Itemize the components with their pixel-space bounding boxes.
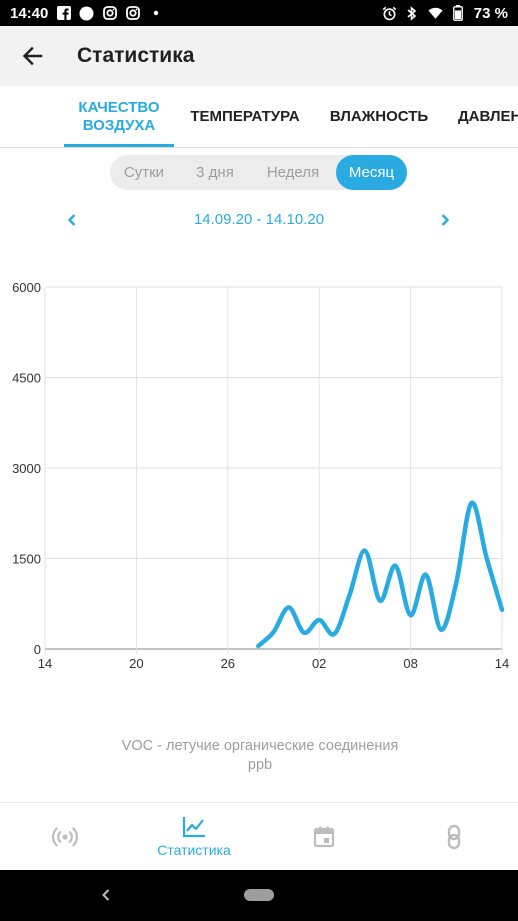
tab-temperature[interactable]: ТЕМПЕРАТУРА	[190, 108, 300, 125]
x-axis-labels: 14 20 26 02 08 14	[38, 656, 509, 671]
system-home-pill[interactable]	[244, 889, 274, 901]
period-week-option[interactable]: Неделя	[266, 164, 320, 181]
tab-pressure[interactable]: ДАВЛЕН	[458, 108, 518, 125]
period-month-option[interactable]: Месяц	[336, 155, 407, 190]
voc-series-line	[256, 500, 505, 649]
x-tick-label: 08	[403, 656, 417, 671]
circle-notification-icon	[79, 6, 94, 21]
sensor-broadcast-icon	[51, 827, 78, 847]
tab-air-quality[interactable]: КАЧЕСТВО ВОЗДУХА	[78, 99, 160, 134]
status-bar-right: 73 %	[382, 5, 508, 22]
next-period-button[interactable]	[427, 202, 463, 238]
nav-calendar[interactable]	[259, 803, 389, 871]
nav-statistics[interactable]: Статистика	[129, 803, 259, 871]
chart-legend: VOC - летучие органические соединения pp…	[60, 737, 460, 775]
tab-indicator	[64, 144, 174, 147]
y-axis-labels: 0 1500 3000 4500 6000	[12, 280, 41, 657]
period-3days-option[interactable]: 3 дня	[196, 164, 234, 181]
y-tick-label: 6000	[12, 280, 41, 295]
metric-tabs: КАЧЕСТВО ВОЗДУХА ТЕМПЕРАТУРА ВЛАЖНОСТЬ Д…	[0, 86, 518, 148]
x-tick-label: 26	[221, 656, 235, 671]
bluetooth-icon	[405, 5, 420, 21]
previous-period-button[interactable]	[54, 202, 90, 238]
chart-line-icon	[182, 817, 205, 838]
battery-icon	[451, 5, 466, 21]
chart-grid	[44, 286, 503, 654]
legend-unit: ppb	[247, 757, 273, 773]
instagram-icon	[102, 6, 117, 21]
nav-sensors[interactable]	[0, 803, 129, 871]
status-bar: 14:40 73 %	[0, 0, 518, 26]
date-range-label: 14.09.20 - 14.10.20	[193, 211, 325, 228]
more-dot-icon	[148, 6, 163, 21]
x-tick-label: 14	[38, 656, 52, 671]
chevron-left-icon	[67, 214, 76, 226]
system-back-button[interactable]	[92, 881, 120, 909]
facebook-icon	[56, 6, 71, 21]
y-tick-label: 0	[34, 642, 41, 657]
calendar-icon	[313, 826, 335, 848]
date-navigation: 14.09.20 - 14.10.20	[0, 202, 518, 238]
back-button[interactable]	[4, 28, 60, 84]
x-tick-label: 20	[129, 656, 143, 671]
system-back-icon	[102, 889, 110, 901]
y-tick-label: 3000	[12, 461, 41, 476]
app-bar: Статистика	[0, 26, 518, 86]
period-day-option[interactable]: Сутки	[123, 164, 165, 181]
alarm-icon	[382, 6, 397, 21]
nav-connection[interactable]	[389, 803, 518, 871]
clock: 14:40	[10, 4, 49, 22]
wifi-icon	[428, 6, 443, 21]
chevron-right-icon	[441, 214, 450, 226]
arrow-back-icon	[22, 46, 43, 66]
legend-description: VOC - летучие органические соединения	[121, 738, 399, 754]
system-navigation-bar	[0, 870, 518, 921]
status-bar-left: 14:40	[10, 5, 163, 22]
nav-statistics-label: Статистика	[157, 842, 231, 858]
page-title: Статистика	[77, 44, 195, 67]
link-icon	[447, 824, 460, 850]
y-tick-label: 4500	[12, 371, 41, 386]
x-tick-label: 14	[495, 656, 509, 671]
battery-percent: 73 %	[473, 4, 508, 22]
bottom-navigation: Статистика	[0, 802, 518, 870]
voc-line-chart: 0 1500 3000 4500 6000 14 20 26 02 08 14	[12, 280, 509, 671]
instagram-icon	[125, 6, 140, 21]
tab-humidity[interactable]: ВЛАЖНОСТЬ	[329, 108, 429, 125]
x-tick-label: 02	[312, 656, 326, 671]
period-toggle: Сутки 3 дня Неделя Месяц	[110, 155, 407, 190]
y-tick-label: 1500	[12, 552, 41, 567]
